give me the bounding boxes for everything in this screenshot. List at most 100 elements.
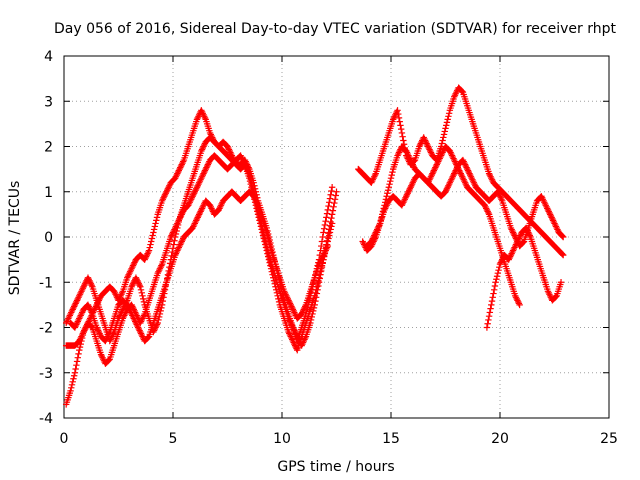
data-point: [331, 196, 339, 203]
data-point: [102, 336, 110, 343]
data-point: [251, 196, 259, 203]
data-point: [111, 289, 119, 297]
data-point: [78, 309, 86, 316]
data-point: [190, 191, 197, 198]
data-point: [225, 146, 233, 153]
data-point: [201, 167, 209, 174]
data-point: [439, 137, 446, 144]
data-point: [453, 89, 460, 96]
data-point: [137, 283, 144, 290]
data-point: [191, 188, 198, 195]
data-point: [509, 247, 517, 254]
data-point: [324, 206, 331, 214]
data-point: [442, 125, 449, 132]
data-point: [237, 152, 244, 159]
data-point: [173, 171, 180, 179]
data-point: [124, 301, 131, 309]
data-point: [177, 162, 185, 170]
data-point: [329, 207, 337, 214]
data-point: [134, 279, 142, 286]
data-point: [133, 276, 140, 283]
data-point: [84, 301, 92, 309]
data-point: [121, 312, 128, 319]
data-point: [560, 251, 567, 259]
data-point: [403, 147, 410, 155]
data-point: [449, 153, 456, 161]
data-point: [497, 194, 504, 201]
data-point: [104, 333, 111, 340]
data-point: [439, 149, 446, 156]
data-point: [384, 190, 391, 197]
data-point: [166, 182, 173, 189]
data-point: [442, 188, 449, 195]
data-point: [179, 158, 187, 165]
data-point: [132, 274, 140, 281]
data-point: [77, 312, 84, 319]
data-point: [510, 245, 518, 253]
data-point: [197, 208, 204, 215]
data-point: [193, 217, 200, 224]
data-point: [406, 185, 414, 192]
data-point: [394, 107, 401, 114]
data-point: [155, 266, 163, 274]
data-point: [558, 250, 565, 257]
data-point: [458, 87, 465, 94]
data-point: [288, 336, 296, 343]
data-point: [118, 289, 126, 297]
data-point: [179, 209, 186, 217]
data-point: [322, 247, 329, 254]
data-point: [76, 313, 84, 321]
data-point: [76, 346, 83, 354]
data-point: [145, 247, 153, 254]
data-point: [557, 279, 565, 286]
y-tick-label: 2: [44, 140, 53, 156]
data-point: [382, 203, 390, 211]
data-point: [174, 218, 182, 226]
data-point: [427, 147, 434, 155]
data-point: [456, 167, 463, 174]
data-point: [246, 174, 253, 182]
y-tick-label: 0: [44, 230, 53, 246]
data-point: [121, 310, 129, 318]
data-point: [204, 161, 212, 168]
data-point: [72, 365, 79, 373]
data-point: [424, 141, 431, 149]
data-point: [453, 162, 461, 170]
data-point: [148, 238, 155, 245]
data-point: [69, 378, 76, 385]
y-axis-label: SDTVAR / TECUs: [7, 181, 23, 296]
data-point: [437, 153, 444, 161]
data-point: [455, 165, 462, 173]
data-point: [407, 184, 414, 191]
data-point: [63, 318, 71, 325]
data-point: [318, 238, 326, 245]
data-point: [195, 179, 203, 186]
data-point: [409, 179, 416, 186]
data-point: [440, 134, 447, 141]
data-point: [190, 223, 197, 230]
data-point: [425, 177, 432, 185]
data-point: [432, 162, 440, 170]
data-point: [398, 129, 406, 137]
data-point: [291, 310, 299, 318]
data-point: [252, 197, 260, 204]
data-point: [387, 177, 394, 185]
data-point: [512, 294, 520, 301]
data-point: [443, 185, 451, 192]
data-point: [290, 339, 297, 346]
data-point: [330, 203, 337, 211]
data-point: [97, 351, 105, 358]
data-point: [129, 312, 136, 319]
data-point: [440, 131, 448, 138]
data-point: [126, 307, 134, 315]
data-point: [404, 190, 411, 197]
data-point: [71, 301, 79, 309]
data-point: [498, 196, 505, 203]
data-point: [78, 286, 86, 293]
data-point: [320, 225, 328, 232]
data-point: [559, 251, 566, 258]
data-point: [76, 315, 83, 322]
data-point: [459, 173, 466, 180]
data-point: [288, 334, 295, 342]
data-point: [323, 214, 330, 221]
